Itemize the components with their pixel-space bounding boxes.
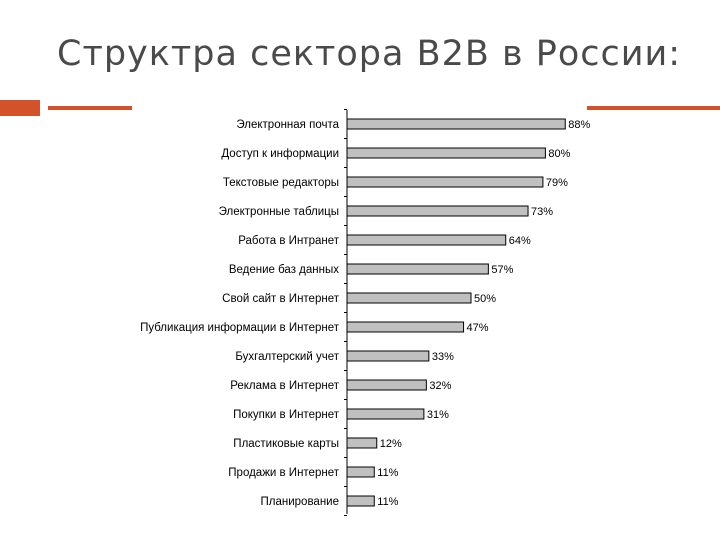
bar <box>346 292 472 304</box>
value-label: 12% <box>380 438 402 450</box>
category-label: Пластиковые карты <box>233 438 339 450</box>
category-label: Публикация информации в Интернет <box>140 322 340 334</box>
category-label: Свой сайт в Интернет <box>222 293 340 305</box>
accent-rule-left <box>48 106 132 110</box>
accent-rule-right <box>587 106 720 110</box>
value-label: 33% <box>432 351 454 363</box>
accent-square <box>0 100 40 116</box>
category-label: Текстовые редакторы <box>223 177 339 189</box>
bar <box>346 263 489 275</box>
category-label: Реклама в Интернет <box>230 380 340 392</box>
bar <box>346 321 465 333</box>
slide-title: Структра сектора B2B в России: <box>57 34 682 74</box>
bar <box>346 147 546 159</box>
category-label: Планирование <box>261 496 339 508</box>
category-label: Электронная почта <box>236 119 339 131</box>
category-labels-group: Электронная почта Доступ к информации Текс… <box>140 119 340 508</box>
bar <box>346 118 566 130</box>
value-label: 57% <box>491 264 513 276</box>
value-label: 64% <box>509 235 531 247</box>
category-label: Покупки в Интернет <box>233 409 340 421</box>
category-label: Электронные таблицы <box>219 206 339 218</box>
value-label: 50% <box>474 293 496 305</box>
value-label: 73% <box>531 206 553 218</box>
category-label: Продажи в Интернет <box>228 467 339 479</box>
value-label: 79% <box>546 177 568 189</box>
value-label: 88% <box>568 119 590 131</box>
value-label: 31% <box>427 409 449 421</box>
value-labels-group: 88% 80% 79% 73% 64% 57% 50% 47% 33% 32% 31% 12% 11% 1… <box>377 119 590 508</box>
category-label: Ведение баз данных <box>229 264 339 276</box>
value-label: 11% <box>377 467 398 479</box>
bar <box>346 495 375 507</box>
bar <box>346 437 378 449</box>
axis-ticks-group <box>344 109 347 516</box>
bar <box>346 205 529 217</box>
value-label: 11% <box>377 496 398 508</box>
value-label: 47% <box>467 322 489 334</box>
value-label: 32% <box>429 380 451 392</box>
category-label: Бухгалтерский учет <box>235 351 339 363</box>
bar <box>346 466 375 478</box>
bar <box>346 408 425 420</box>
value-label: 80% <box>548 148 570 160</box>
bar <box>346 350 430 362</box>
category-label: Доступ к информации <box>221 148 339 160</box>
bar <box>346 176 544 188</box>
chart-plot-background <box>133 107 587 517</box>
bar <box>346 379 427 391</box>
bar <box>346 234 507 246</box>
category-label: Работа в Интранет <box>238 235 339 247</box>
